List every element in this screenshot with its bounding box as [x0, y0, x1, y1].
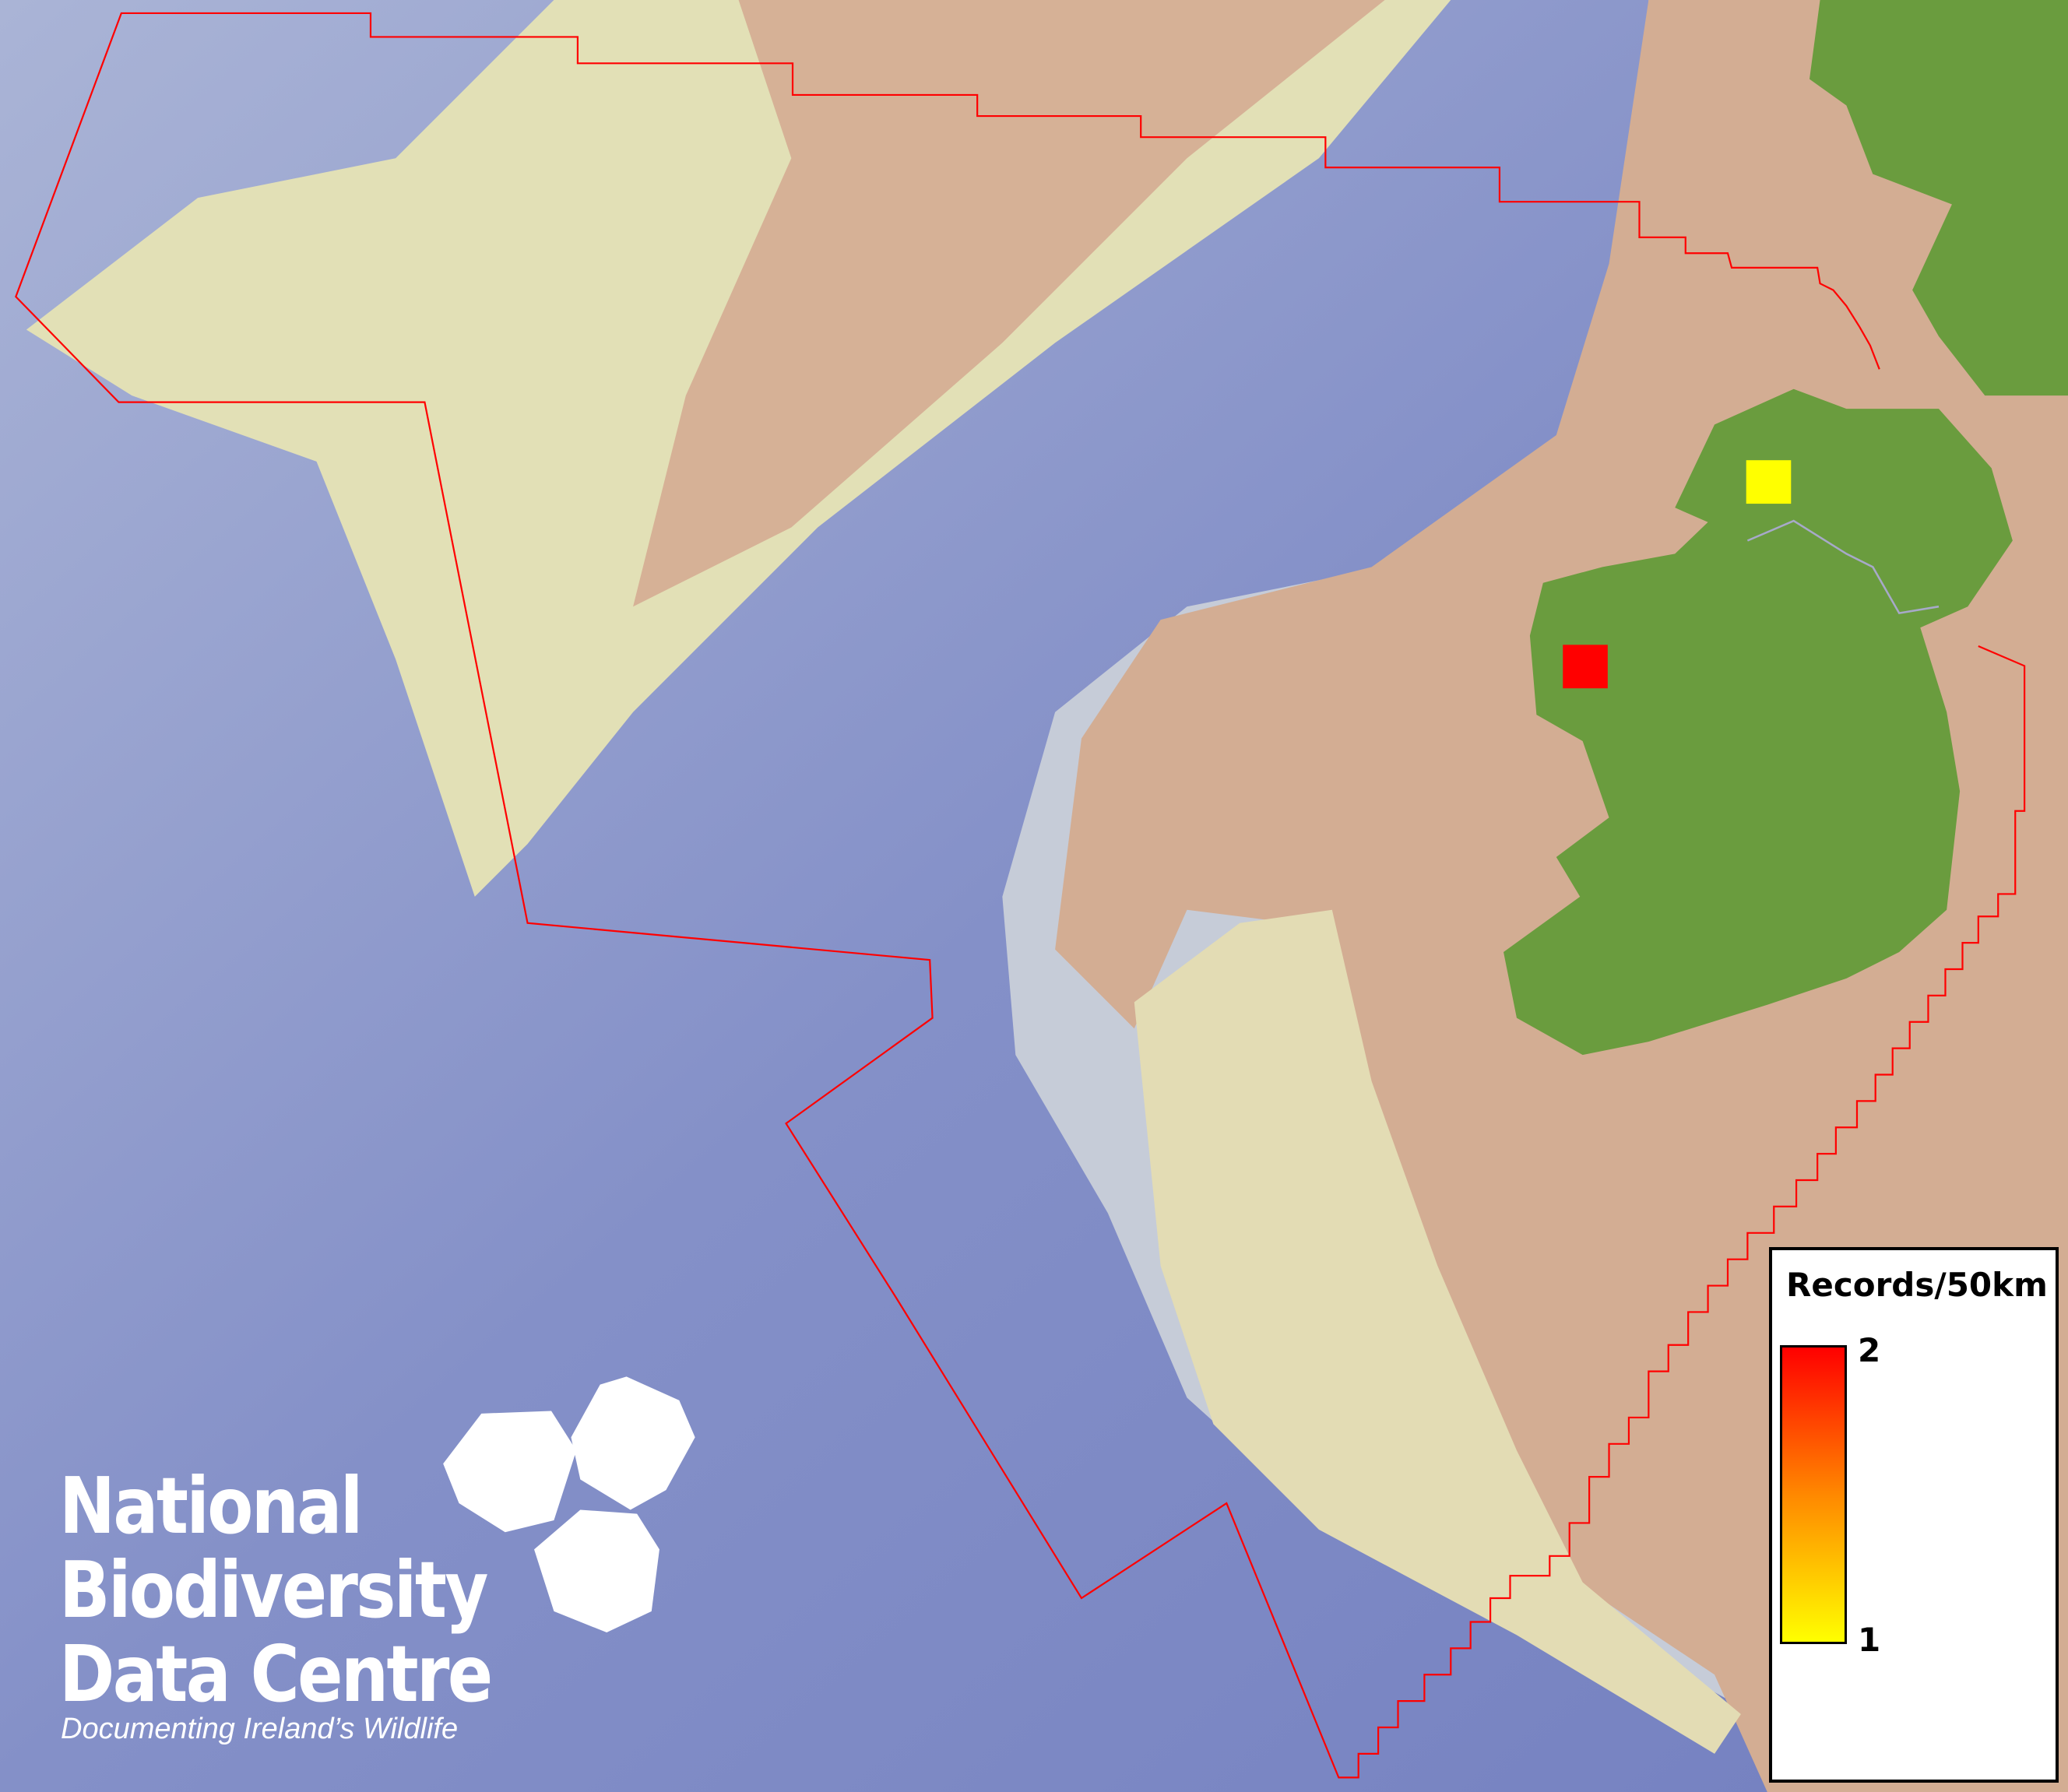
- tree-icon: [443, 1411, 577, 1533]
- legend-color-ramp: [1780, 1345, 1847, 1644]
- shelf-tan-north: [633, 0, 1385, 607]
- logo-tagline: Documenting Ireland’s Wildlife: [61, 1713, 459, 1745]
- legend-min-label: 1: [1858, 1621, 1881, 1659]
- record-square-count-1[interactable]: [1746, 460, 1792, 504]
- legend-max-label: 2: [1858, 1331, 1881, 1369]
- butterfly-icon: [571, 1376, 695, 1510]
- logo-line-1: National: [59, 1460, 363, 1551]
- legend-title: Records/50km: [1786, 1266, 2048, 1304]
- eez-boundary: [15, 12, 2026, 1779]
- legend: Records/50km 2 1: [1769, 1247, 2059, 1783]
- ni-border-line: [1746, 519, 1940, 615]
- shelf-edge-shallow: [1134, 909, 1741, 1754]
- seahorse-icon: [534, 1509, 659, 1633]
- logo-hexagons: [443, 1376, 695, 1633]
- logo-line-2: Biodiversity: [59, 1544, 488, 1636]
- logo-line-3: Data Centre: [59, 1629, 493, 1720]
- record-square-count-2[interactable]: [1563, 645, 1608, 689]
- scotland-land: [1810, 0, 2068, 396]
- ireland-land: [1504, 388, 2013, 1056]
